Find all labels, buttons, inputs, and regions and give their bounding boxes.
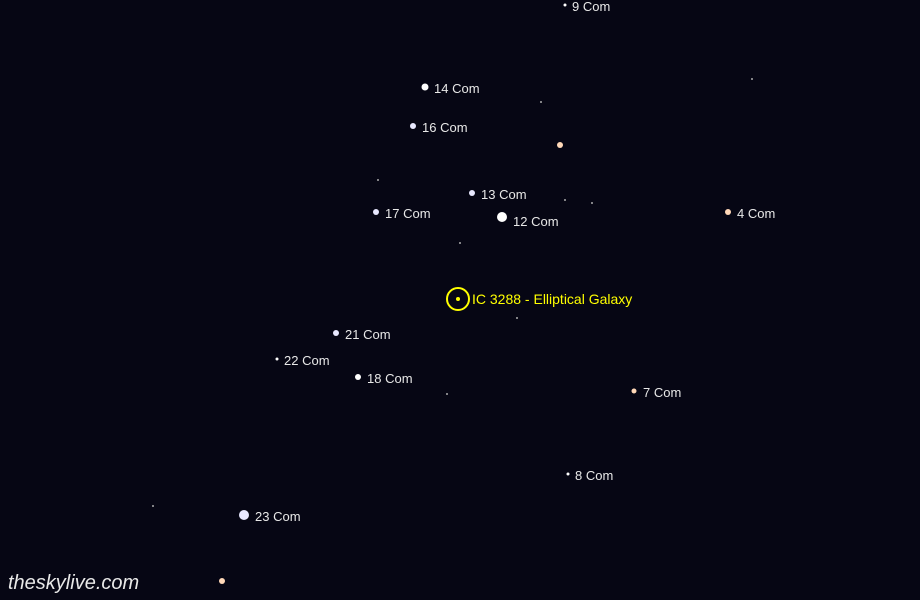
star-label: 4 Com bbox=[737, 206, 775, 221]
star bbox=[373, 209, 379, 215]
star bbox=[333, 330, 339, 336]
star-label: 22 Com bbox=[284, 353, 330, 368]
tiny-star bbox=[540, 101, 542, 103]
star-label: 23 Com bbox=[255, 509, 301, 524]
tiny-star bbox=[751, 78, 753, 80]
target-dot bbox=[456, 297, 460, 301]
star-label: 16 Com bbox=[422, 120, 468, 135]
star-label: 18 Com bbox=[367, 371, 413, 386]
star bbox=[725, 209, 731, 215]
watermark: theskylive.com bbox=[8, 572, 139, 595]
star bbox=[564, 4, 567, 7]
star-label: 21 Com bbox=[345, 327, 391, 342]
tiny-star bbox=[152, 505, 154, 507]
star bbox=[497, 212, 507, 222]
star bbox=[567, 473, 570, 476]
tiny-star bbox=[516, 317, 518, 319]
tiny-star bbox=[564, 199, 566, 201]
star-label: 7 Com bbox=[643, 385, 681, 400]
star bbox=[422, 84, 429, 91]
star bbox=[632, 389, 637, 394]
star-label: 13 Com bbox=[481, 187, 527, 202]
tiny-star bbox=[377, 179, 379, 181]
star bbox=[219, 578, 225, 584]
star bbox=[355, 374, 361, 380]
star-label: 17 Com bbox=[385, 206, 431, 221]
star bbox=[276, 358, 279, 361]
tiny-star bbox=[591, 202, 593, 204]
star bbox=[410, 123, 416, 129]
star-label: 9 Com bbox=[572, 0, 610, 14]
star-label: 8 Com bbox=[575, 468, 613, 483]
star bbox=[557, 142, 563, 148]
target-label: IC 3288 - Elliptical Galaxy bbox=[472, 291, 632, 307]
star bbox=[239, 510, 249, 520]
tiny-star bbox=[459, 242, 461, 244]
star-label: 12 Com bbox=[513, 214, 559, 229]
star bbox=[469, 190, 475, 196]
tiny-star bbox=[446, 393, 448, 395]
star-label: 14 Com bbox=[434, 81, 480, 96]
